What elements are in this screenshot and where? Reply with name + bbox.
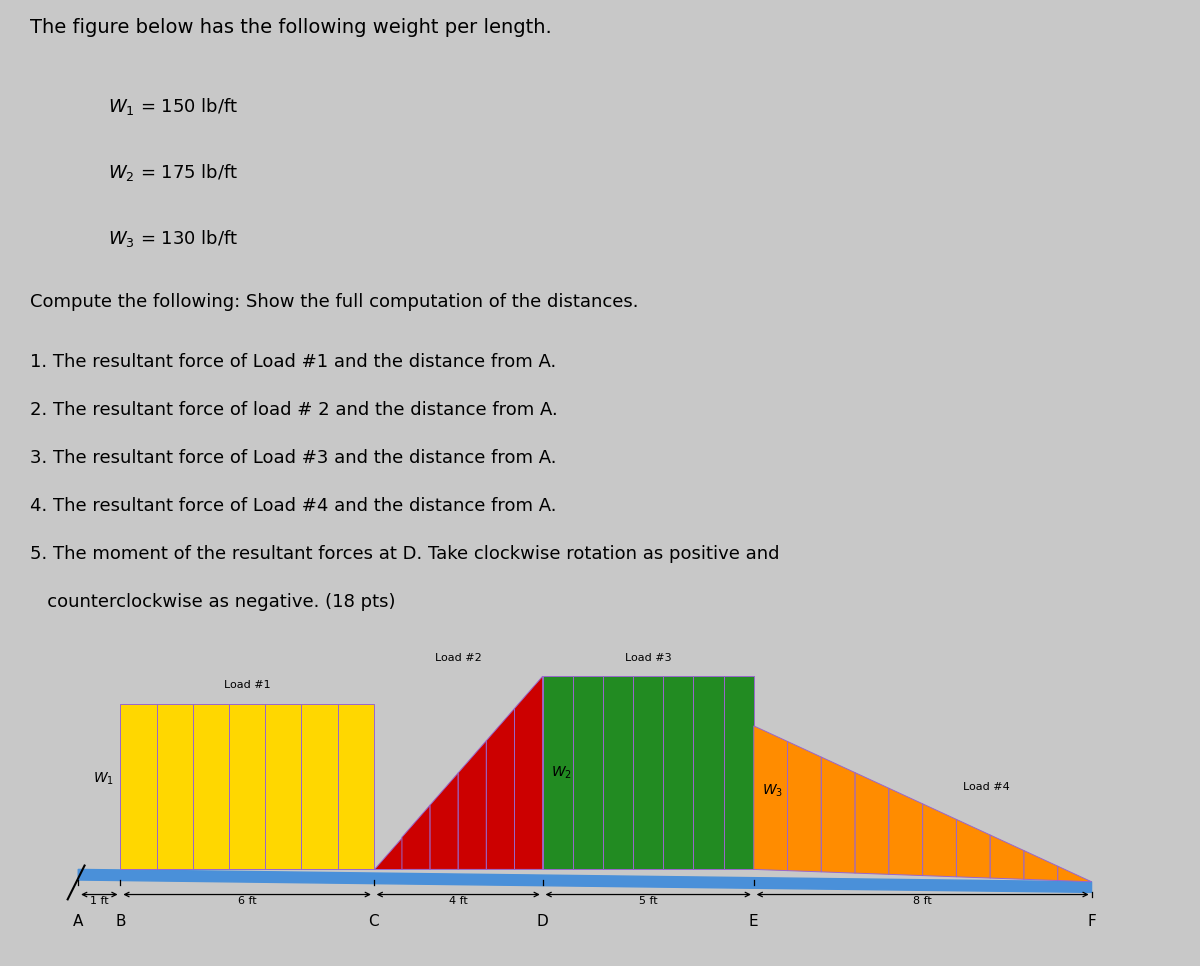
Polygon shape — [301, 704, 337, 869]
Text: F: F — [1087, 914, 1096, 929]
Text: $W_2$: $W_2$ — [551, 765, 572, 781]
Polygon shape — [787, 742, 821, 872]
Text: C: C — [368, 914, 379, 929]
Polygon shape — [1057, 867, 1092, 882]
Polygon shape — [923, 804, 956, 877]
Polygon shape — [265, 704, 301, 869]
Text: $W_2$ = 175 lb/ft: $W_2$ = 175 lb/ft — [108, 161, 239, 183]
Text: E: E — [749, 914, 758, 929]
Polygon shape — [78, 869, 1092, 893]
Text: 6 ft: 6 ft — [238, 896, 257, 906]
Polygon shape — [229, 704, 265, 869]
Polygon shape — [193, 704, 229, 869]
Polygon shape — [486, 708, 515, 869]
Polygon shape — [373, 838, 402, 869]
Polygon shape — [542, 676, 572, 869]
Polygon shape — [634, 676, 664, 869]
Text: Load #4: Load #4 — [962, 781, 1009, 791]
Text: B: B — [115, 914, 126, 929]
Polygon shape — [402, 805, 430, 869]
Text: 2. The resultant force of load # 2 and the distance from A.: 2. The resultant force of load # 2 and t… — [30, 401, 558, 419]
Text: The figure below has the following weight per length.: The figure below has the following weigh… — [30, 18, 552, 37]
Polygon shape — [694, 676, 724, 869]
Polygon shape — [856, 773, 889, 874]
Text: 5. The moment of the resultant forces at D. Take clockwise rotation as positive : 5. The moment of the resultant forces at… — [30, 545, 780, 563]
Polygon shape — [515, 676, 542, 869]
Polygon shape — [602, 676, 634, 869]
Polygon shape — [821, 757, 856, 873]
Polygon shape — [572, 676, 602, 869]
Text: 1. The resultant force of Load #1 and the distance from A.: 1. The resultant force of Load #1 and th… — [30, 354, 557, 371]
Polygon shape — [430, 773, 458, 869]
Polygon shape — [724, 676, 754, 869]
Polygon shape — [754, 725, 787, 870]
Text: A: A — [73, 914, 84, 929]
Text: 8 ft: 8 ft — [913, 896, 932, 906]
Polygon shape — [990, 835, 1024, 879]
Polygon shape — [337, 704, 373, 869]
Text: Compute the following: Show the full computation of the distances.: Compute the following: Show the full com… — [30, 294, 638, 311]
Text: Load #3: Load #3 — [625, 653, 672, 663]
Text: Load #1: Load #1 — [223, 680, 270, 691]
Text: 1 ft: 1 ft — [90, 896, 109, 906]
Polygon shape — [458, 741, 486, 869]
Polygon shape — [1024, 851, 1057, 881]
Polygon shape — [664, 676, 694, 869]
Text: $W_1$ = 150 lb/ft: $W_1$ = 150 lb/ft — [108, 96, 239, 117]
Polygon shape — [889, 788, 923, 875]
Text: 4. The resultant force of Load #4 and the distance from A.: 4. The resultant force of Load #4 and th… — [30, 497, 557, 515]
Polygon shape — [157, 704, 193, 869]
Text: 5 ft: 5 ft — [638, 896, 658, 906]
Text: $W_3$: $W_3$ — [762, 782, 784, 799]
Polygon shape — [120, 704, 157, 869]
Text: 3. The resultant force of Load #3 and the distance from A.: 3. The resultant force of Load #3 and th… — [30, 449, 557, 468]
Text: Load #2: Load #2 — [434, 653, 481, 663]
Text: $W_1$: $W_1$ — [94, 770, 114, 786]
Polygon shape — [956, 819, 990, 878]
Text: counterclockwise as negative. (18 pts): counterclockwise as negative. (18 pts) — [30, 593, 396, 611]
Text: $W_3$ = 130 lb/ft: $W_3$ = 130 lb/ft — [108, 228, 239, 248]
Text: 4 ft: 4 ft — [449, 896, 468, 906]
Text: D: D — [536, 914, 548, 929]
